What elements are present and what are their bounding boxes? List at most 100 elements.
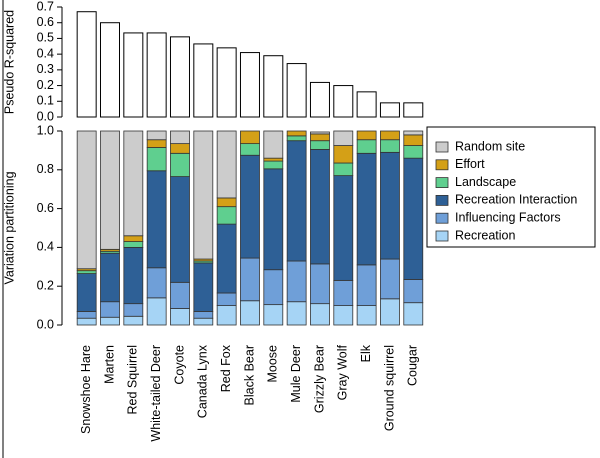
bar-segment xyxy=(170,152,190,177)
y-tick-label: 0.4 xyxy=(37,240,54,254)
bar-segment xyxy=(216,130,237,199)
bar-segment xyxy=(286,130,307,137)
bar-segment xyxy=(403,279,424,304)
y-tick-label: 0.6 xyxy=(37,201,54,215)
bar xyxy=(403,102,424,118)
bar xyxy=(286,63,307,118)
bar-segment xyxy=(100,316,120,326)
bar-segment xyxy=(240,130,260,145)
y-tick-label: 0.8 xyxy=(37,162,54,176)
bar-segment xyxy=(310,131,330,135)
bar-segment xyxy=(310,133,330,142)
x-tick-label: Coyote xyxy=(172,345,186,385)
bar-segment xyxy=(333,175,354,281)
bar-segment xyxy=(310,149,330,265)
x-tick-label: Cougar xyxy=(406,345,420,386)
legend-swatch xyxy=(435,212,449,224)
bar-segment xyxy=(263,160,284,170)
bar-segment xyxy=(286,301,307,326)
bar-segment xyxy=(286,260,307,303)
bar-segment xyxy=(100,301,120,318)
bar-segment xyxy=(170,143,190,154)
bar-segment xyxy=(356,264,377,306)
bar-segment xyxy=(356,139,377,154)
bar-segment xyxy=(333,130,354,146)
bar-segment xyxy=(123,241,144,248)
bar-segment xyxy=(310,303,330,326)
bar-segment xyxy=(146,139,167,148)
bar-segment xyxy=(76,270,97,274)
bar-segment xyxy=(356,305,377,326)
legend-swatch xyxy=(435,194,449,206)
x-tick-label: Gray Wolf xyxy=(336,344,350,400)
legend-label: Landscape xyxy=(455,175,516,189)
bar-segment xyxy=(263,168,284,271)
y-tick-label: 0.3 xyxy=(37,62,54,76)
bar-segment xyxy=(403,302,424,326)
bar-segment xyxy=(193,317,214,326)
bar-segment xyxy=(216,305,237,326)
y-tick-label: 0.7 xyxy=(37,0,54,13)
bar-segment xyxy=(193,130,214,260)
bar-segment xyxy=(403,157,424,280)
bar xyxy=(76,11,97,118)
y-tick-label: 0.0 xyxy=(37,317,54,331)
bar-segment xyxy=(216,206,237,225)
bar-segment xyxy=(286,140,307,262)
bar-segment xyxy=(123,315,144,326)
bar-segment xyxy=(333,305,354,326)
bar-segment xyxy=(170,308,190,326)
bar xyxy=(333,85,354,118)
bar xyxy=(123,32,144,118)
x-tick-label: Moose xyxy=(266,345,280,383)
x-tick-label: Elk xyxy=(359,344,373,362)
bar-segment xyxy=(310,263,330,305)
x-tick-label: Black Bear xyxy=(242,345,256,405)
bar xyxy=(216,47,237,118)
bar-segment xyxy=(403,134,424,146)
bar-segment xyxy=(170,281,190,309)
legend-label: Random site xyxy=(455,139,525,153)
y-tick-label: 0.1 xyxy=(37,94,54,108)
legend-label: Effort xyxy=(455,157,485,171)
legend-swatch xyxy=(435,177,449,189)
y-tick-label: 0.6 xyxy=(37,15,54,29)
x-tick-label: Canada Lynx xyxy=(196,344,210,418)
bar-segment xyxy=(123,246,144,305)
legend xyxy=(426,126,596,248)
bar xyxy=(193,43,214,118)
bar-segment xyxy=(100,130,120,250)
x-tick-label: Red Fox xyxy=(219,344,233,392)
bar-segment xyxy=(263,130,284,159)
bar-segment xyxy=(403,130,424,136)
bar-segment xyxy=(146,170,167,269)
bar-segment xyxy=(333,145,354,164)
bar xyxy=(146,32,167,118)
bar-segment xyxy=(333,162,354,177)
bar-segment xyxy=(146,297,167,326)
bar-segment xyxy=(333,279,354,307)
y-tick-label: 0.4 xyxy=(37,46,54,60)
bar-segment xyxy=(123,303,144,317)
bar-segment xyxy=(146,130,167,141)
bar-segment xyxy=(380,298,400,326)
bar-segment xyxy=(380,258,400,300)
x-tick-label: Snowshoe Hare xyxy=(79,345,93,434)
bar xyxy=(309,81,330,118)
legend-label: Recreation xyxy=(455,228,515,242)
bar-segment xyxy=(240,300,260,326)
bar-segment xyxy=(100,252,120,303)
bar-segment xyxy=(240,154,260,259)
y-axis-title: Variation partitioning xyxy=(2,171,16,284)
bar-segment xyxy=(310,140,330,150)
legend-swatch xyxy=(435,230,449,242)
bar-segment xyxy=(263,157,284,162)
bar-segment xyxy=(123,235,144,242)
bar-segment xyxy=(263,269,284,306)
bar-segment xyxy=(193,262,214,312)
bar xyxy=(356,91,377,118)
legend-swatch xyxy=(435,159,449,171)
bar-segment xyxy=(216,223,237,294)
legend-label: Recreation Interaction xyxy=(455,193,577,207)
bar-segment xyxy=(76,130,97,270)
